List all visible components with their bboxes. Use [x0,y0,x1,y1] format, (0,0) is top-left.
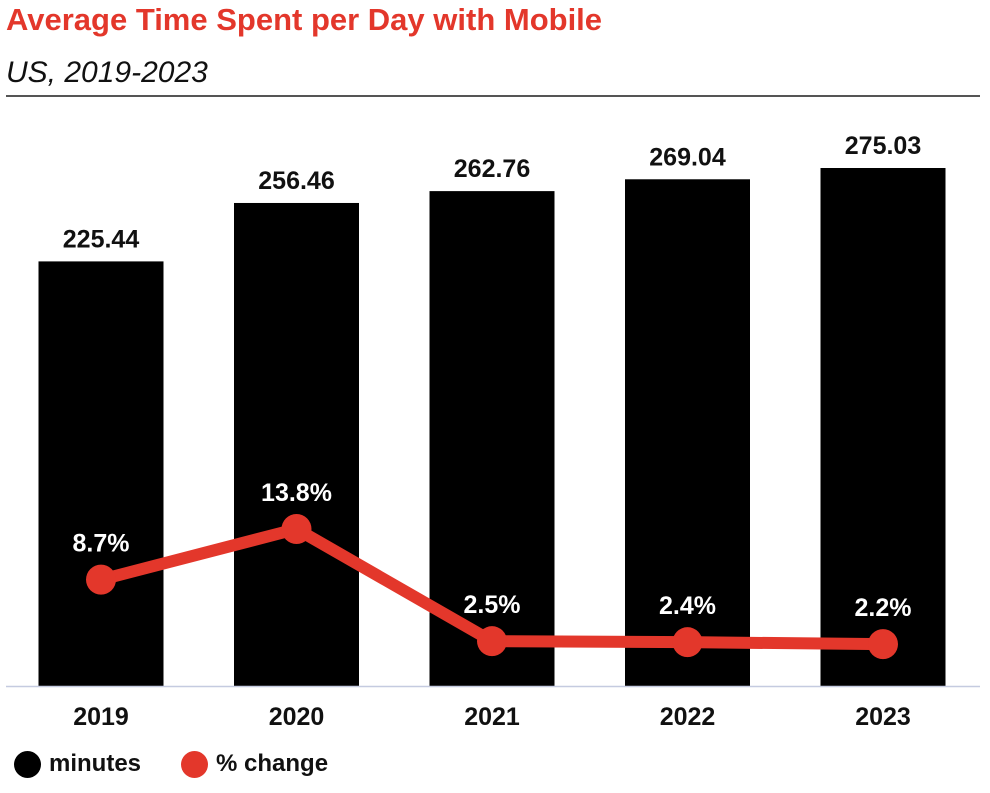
bar-2023 [820,168,946,686]
percent-change-label-2023: 2.2% [855,594,912,622]
percent-change-point-2019 [86,564,116,595]
percent-change-label-2022: 2.4% [659,592,716,620]
legend-label-percent-change: % change [216,750,329,777]
percent-change-label-2021: 2.5% [464,591,521,619]
legend-item-percent-change: % change [181,750,328,778]
percent-change-point-2022 [672,627,703,658]
legend-swatch-percent-change [181,750,209,778]
percent-change-point-2020 [281,514,312,544]
x-tick-label-2022: 2022 [660,703,716,731]
percent-change-label-2020: 13.8% [261,479,332,507]
bar-value-label-2019: 225.44 [63,225,140,253]
bar-2019 [38,261,164,686]
legend-swatch-minutes [14,750,41,778]
percent-change-label-2019: 8.7% [73,530,130,558]
bar-value-label-2021: 262.76 [454,155,530,183]
percent-change-point-2023 [868,629,898,660]
bar-value-label-2020: 256.46 [258,167,334,195]
bar-2022 [625,179,750,687]
title-divider [6,95,980,97]
chart-legend: minutes % change [14,750,368,778]
percent-change-point-2021 [477,626,507,657]
bar-value-label-2023: 275.03 [845,132,921,160]
chart-subtitle: US, 2019-2023 [6,56,208,89]
x-tick-label-2019: 2019 [73,703,129,731]
bar-2021 [429,191,555,687]
x-tick-label-2020: 2020 [269,703,325,731]
x-tick-label-2023: 2023 [855,703,911,731]
bar-2020 [234,202,359,686]
legend-item-minutes: minutes [14,750,141,778]
x-tick-label-2021: 2021 [464,703,520,731]
chart-title: Average Time Spent per Day with Mobile [6,2,603,37]
bar-value-label-2022: 269.04 [649,143,726,171]
legend-label-minutes: minutes [49,750,142,777]
chart-plot: 225.44 256.46 262.76 269.04 275.03 2019 2020 20… [6,132,980,731]
